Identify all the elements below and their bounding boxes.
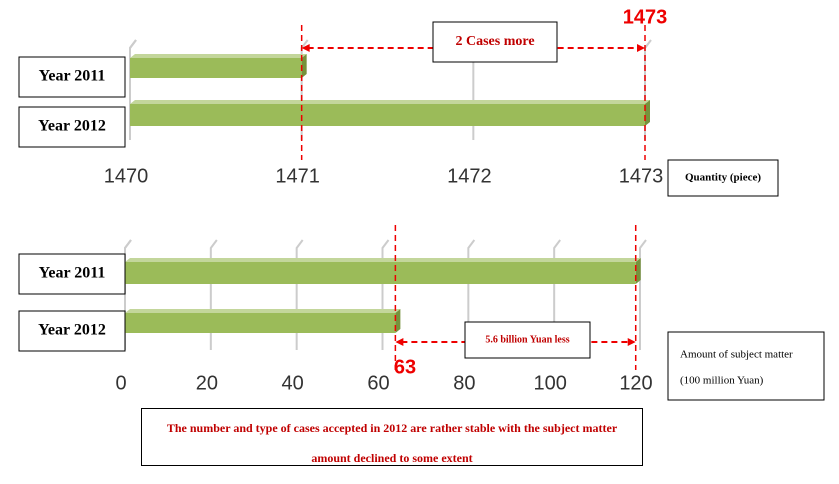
- grid-line: [124, 239, 132, 350]
- x-tick-label: 100: [533, 372, 566, 394]
- grid-line: [209, 239, 218, 350]
- bar: [130, 58, 302, 78]
- bar-top: [125, 258, 641, 262]
- annotation: 5.6 billion Yuan less: [485, 334, 569, 345]
- arrow-head: [627, 338, 636, 346]
- caption: The number and type of cases accepted in…: [141, 408, 643, 466]
- bar-top: [130, 100, 650, 104]
- x-tick-label: 1470: [104, 165, 149, 187]
- x-tick-label: 80: [453, 372, 475, 394]
- x-tick-label: 1472: [447, 165, 492, 187]
- grid-line: [639, 239, 647, 350]
- x-tick-label: 0: [115, 372, 126, 394]
- x-tick-label: 120: [619, 372, 652, 394]
- bar-end: [645, 100, 650, 126]
- x-tick-label: 40: [282, 372, 304, 394]
- bar: [130, 104, 645, 126]
- x-tick-label: 60: [367, 372, 389, 394]
- axis-label-box: [667, 331, 825, 401]
- grid-line: [295, 239, 304, 350]
- axis-label-box: [667, 159, 779, 197]
- grid-line: [553, 239, 561, 350]
- bar: [125, 262, 636, 284]
- category-label: Year 2012: [38, 118, 106, 135]
- arrow-head: [301, 44, 310, 52]
- category-box: [18, 310, 126, 352]
- category-label: Year 2011: [39, 68, 106, 85]
- annotation: 2 Cases more: [455, 34, 534, 49]
- category-box: [18, 56, 126, 98]
- x-tick-label: 1471: [275, 165, 320, 187]
- x-tick-label: 1473: [619, 165, 664, 187]
- bar: [125, 313, 396, 333]
- axis-label: Amount of subject matter: [680, 349, 793, 361]
- annotation-box: [432, 21, 558, 63]
- axis-label: (100 million Yuan): [680, 375, 764, 387]
- value-label: 1473: [623, 6, 668, 28]
- bar-end: [301, 54, 307, 78]
- value-label: 63: [394, 356, 416, 378]
- category-label: Year 2012: [38, 322, 106, 339]
- bar-end: [635, 258, 641, 284]
- annotation-box: [464, 321, 591, 359]
- category-box: [18, 253, 126, 295]
- axis-label: Quantity (piece): [685, 172, 761, 184]
- grid-line: [381, 239, 390, 350]
- category-box: [18, 106, 126, 148]
- x-tick-label: 20: [196, 372, 218, 394]
- bar-top: [130, 54, 307, 58]
- category-label: Year 2011: [39, 265, 106, 282]
- arrow-head: [395, 338, 404, 346]
- bar-end: [395, 309, 401, 333]
- arrow-head: [637, 44, 645, 52]
- grid-line: [467, 239, 476, 350]
- bar-top: [125, 309, 401, 313]
